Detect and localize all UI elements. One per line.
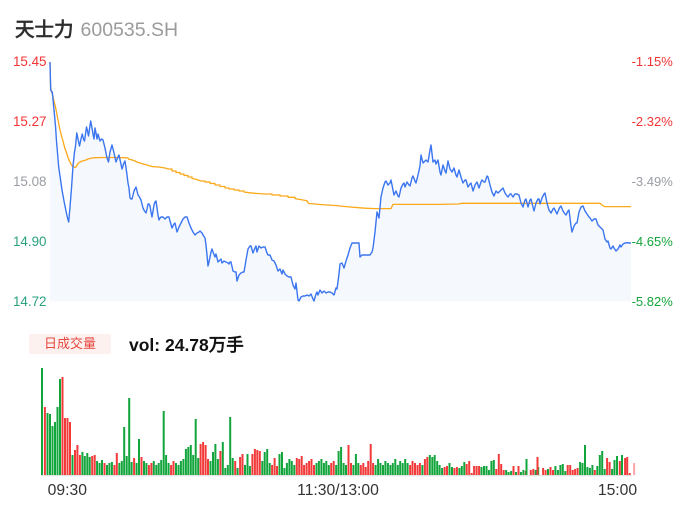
svg-text:-2.32%: -2.32% [632, 114, 674, 129]
svg-text:15:00: 15:00 [598, 482, 638, 499]
svg-text:14.72: 14.72 [13, 294, 47, 309]
svg-text:-1.15%: -1.15% [632, 54, 674, 69]
svg-text:15.08: 15.08 [13, 174, 47, 189]
svg-text:15.45: 15.45 [13, 54, 47, 69]
svg-text:11:30/13:00: 11:30/13:00 [297, 482, 379, 499]
svg-text:14.90: 14.90 [13, 234, 47, 249]
svg-text:09:30: 09:30 [48, 482, 88, 499]
svg-text:-4.65%: -4.65% [632, 234, 674, 249]
svg-text:15.27: 15.27 [13, 114, 47, 129]
svg-text:-3.49%: -3.49% [632, 174, 674, 189]
svg-text:-5.82%: -5.82% [632, 294, 674, 309]
